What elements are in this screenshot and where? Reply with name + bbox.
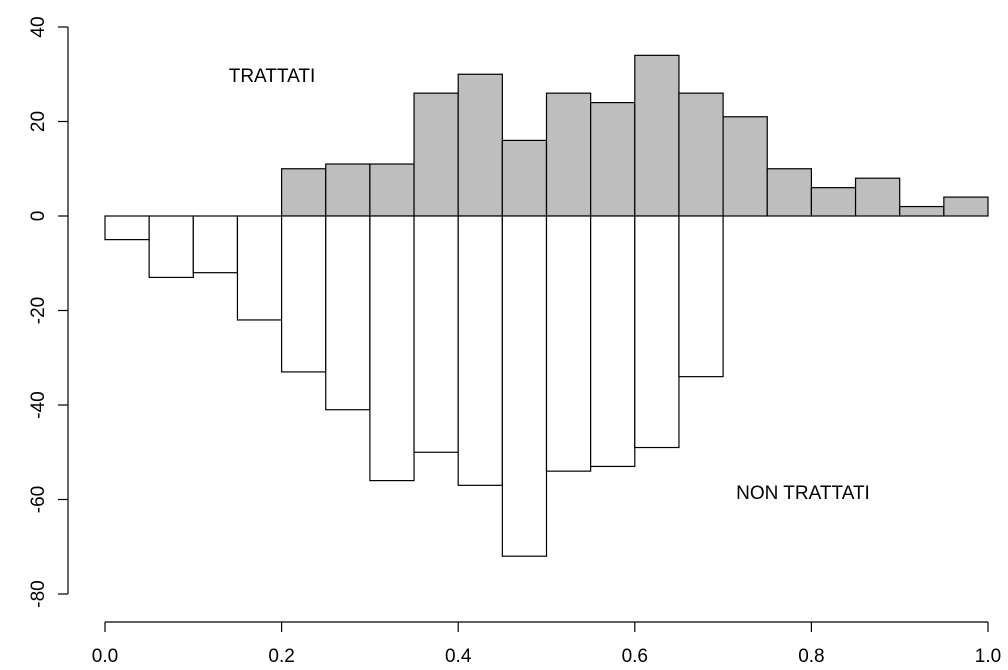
treated-bar — [545, 92, 592, 217]
untreated-bar — [678, 215, 724, 378]
untreated-bar — [590, 215, 636, 468]
untreated-bar — [457, 215, 503, 486]
treated-bar — [854, 177, 901, 217]
x-tick-label: 0.8 — [798, 646, 824, 667]
treated-bar — [501, 139, 548, 217]
x-axis: 0.0 0.2 0.4 0.6 0.8 1.0 — [92, 621, 1001, 667]
treated-bar — [678, 92, 724, 217]
annotation-trattati: TRATTATI — [229, 66, 316, 87]
treated-bar — [722, 116, 768, 217]
y-tick-label: -20 — [28, 297, 49, 324]
untreated-bar — [634, 215, 680, 449]
treated-bar — [943, 196, 989, 217]
x-tick-label: 0.6 — [622, 646, 648, 667]
y-tick-label: -40 — [28, 391, 49, 418]
x-tick-label: 1.0 — [975, 646, 1001, 667]
treated-bar — [325, 163, 371, 217]
treated-bar — [810, 187, 857, 217]
x-tick-label: 0.0 — [92, 646, 118, 667]
y-axis: -80 -60 -40 -20 0 20 40 — [28, 16, 69, 608]
treated-bar — [457, 73, 503, 217]
untreated-bar — [413, 215, 459, 453]
untreated-bar — [281, 215, 327, 373]
untreated-bar — [501, 215, 548, 557]
treated-bar — [590, 101, 636, 217]
treated-bar — [281, 168, 327, 217]
y-tick-label: 0 — [28, 211, 49, 222]
annotation-non-trattati: NON TRATTATI — [736, 483, 870, 504]
treated-bars — [281, 54, 989, 217]
treated-bar — [369, 163, 415, 217]
untreated-bar — [545, 215, 592, 472]
untreated-bars — [104, 215, 724, 557]
treated-bar — [766, 168, 813, 217]
treated-bar — [634, 54, 680, 217]
x-tick-label: 0.4 — [445, 646, 472, 667]
untreated-bar — [325, 215, 371, 411]
untreated-bar — [192, 215, 239, 274]
y-tick-label: 40 — [28, 16, 49, 37]
y-tick-label: -80 — [28, 580, 49, 607]
untreated-bar — [148, 215, 194, 279]
y-tick-label: 20 — [28, 111, 49, 132]
y-tick-label: -60 — [28, 486, 49, 513]
untreated-bar — [369, 215, 415, 482]
untreated-bar — [236, 215, 283, 321]
treated-bar — [899, 205, 945, 217]
treated-bar — [413, 92, 459, 217]
x-tick-label: 0.2 — [268, 646, 294, 667]
untreated-bar — [104, 215, 150, 241]
